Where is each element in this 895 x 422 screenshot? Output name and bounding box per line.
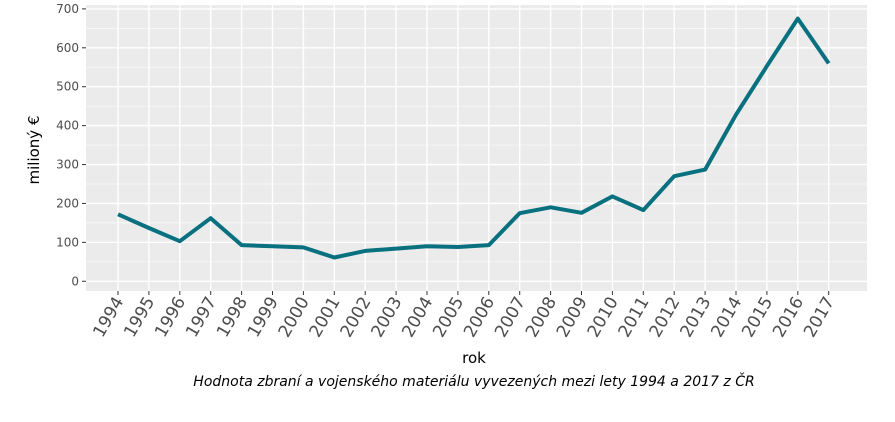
- x-tick-label: 2004: [398, 294, 437, 341]
- x-tick-label: 2001: [306, 294, 345, 341]
- x-tick-label: 2010: [584, 294, 623, 341]
- x-tick-label: 1994: [89, 294, 128, 341]
- x-tick-label: 2000: [275, 294, 314, 341]
- x-tick-label: 1998: [213, 294, 252, 341]
- x-tick-label: 2006: [460, 294, 499, 341]
- x-tick-label: 2011: [615, 294, 654, 341]
- x-tick-label: 2016: [769, 294, 808, 341]
- y-tick-label: 300: [56, 158, 79, 172]
- x-tick-label: 2014: [707, 294, 746, 341]
- y-tick-label: 200: [56, 196, 79, 210]
- y-tick-label: 100: [56, 235, 79, 249]
- series-line: [117, 16, 831, 260]
- x-tick-label: 1997: [182, 294, 221, 341]
- x-tick-label: 2007: [491, 294, 530, 341]
- x-tick-label: 1996: [151, 294, 190, 341]
- x-tick-label: 1999: [244, 294, 283, 341]
- y-axis-title: milioný €: [25, 116, 43, 185]
- y-tick-label: 500: [56, 80, 79, 94]
- x-tick-label: 2013: [676, 294, 715, 341]
- x-tick-label: 2012: [646, 294, 685, 341]
- x-tick-label: 2015: [738, 294, 777, 341]
- y-tick-label: 400: [56, 119, 79, 133]
- x-tick-label: 2017: [800, 294, 839, 341]
- x-axis-title: rok: [462, 349, 486, 367]
- x-tick-label: 2008: [522, 294, 561, 341]
- plot-panel: [86, 5, 867, 291]
- x-tick-label: 1995: [120, 294, 159, 341]
- y-tick-label: 700: [56, 2, 79, 16]
- chart-caption: Hodnota zbraní a vojenského materiálu vy…: [193, 372, 754, 390]
- y-tick-label: 600: [56, 41, 79, 55]
- x-tick-label: 2002: [337, 294, 376, 341]
- x-tick-label: 2009: [553, 294, 592, 341]
- x-tick-label: 2003: [367, 294, 406, 341]
- y-tick-label: 0: [71, 274, 79, 288]
- x-tick-label: 2005: [429, 294, 468, 341]
